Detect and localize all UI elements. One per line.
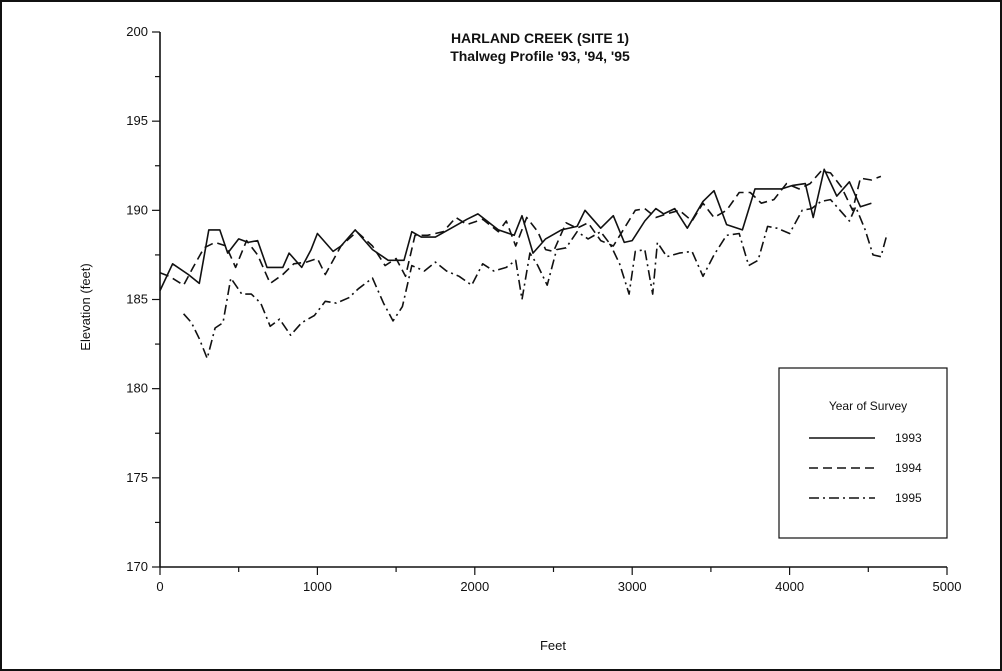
- x-tick-label: 1000: [303, 579, 332, 594]
- y-tick-label: 185: [126, 292, 148, 307]
- legend-label-1993: 1993: [895, 431, 922, 445]
- y-tick-label: 195: [126, 113, 148, 128]
- y-tick-label: 180: [126, 381, 148, 396]
- x-tick-label: 2000: [460, 579, 489, 594]
- chart-subtitle: Thalweg Profile '93, '94, '95: [450, 48, 630, 64]
- series-line-1995: [183, 198, 888, 360]
- legend-label-1995: 1995: [895, 491, 922, 505]
- chart-title: HARLAND CREEK (SITE 1): [451, 30, 629, 46]
- y-tick-label: 170: [126, 559, 148, 574]
- legend: Year of Survey 1993 1994 1995: [778, 367, 948, 539]
- y-axis-label: Elevation (feet): [78, 263, 93, 350]
- x-axis-label: Feet: [540, 638, 566, 653]
- legend-title: Year of Survey: [829, 399, 907, 413]
- y-tick-label: 200: [126, 24, 148, 39]
- x-tick-label: 3000: [618, 579, 647, 594]
- legend-label-1994: 1994: [895, 461, 922, 475]
- x-tick-label: 5000: [933, 579, 962, 594]
- series-line-1994: [159, 170, 882, 287]
- y-tick-label: 175: [126, 470, 148, 485]
- series-lines: [159, 168, 888, 360]
- y-tick-label: 190: [126, 202, 148, 217]
- x-tick-label: 0: [156, 579, 163, 594]
- series-line-1993: [159, 168, 872, 291]
- legend-box: [778, 367, 948, 539]
- x-tick-label: 4000: [775, 579, 804, 594]
